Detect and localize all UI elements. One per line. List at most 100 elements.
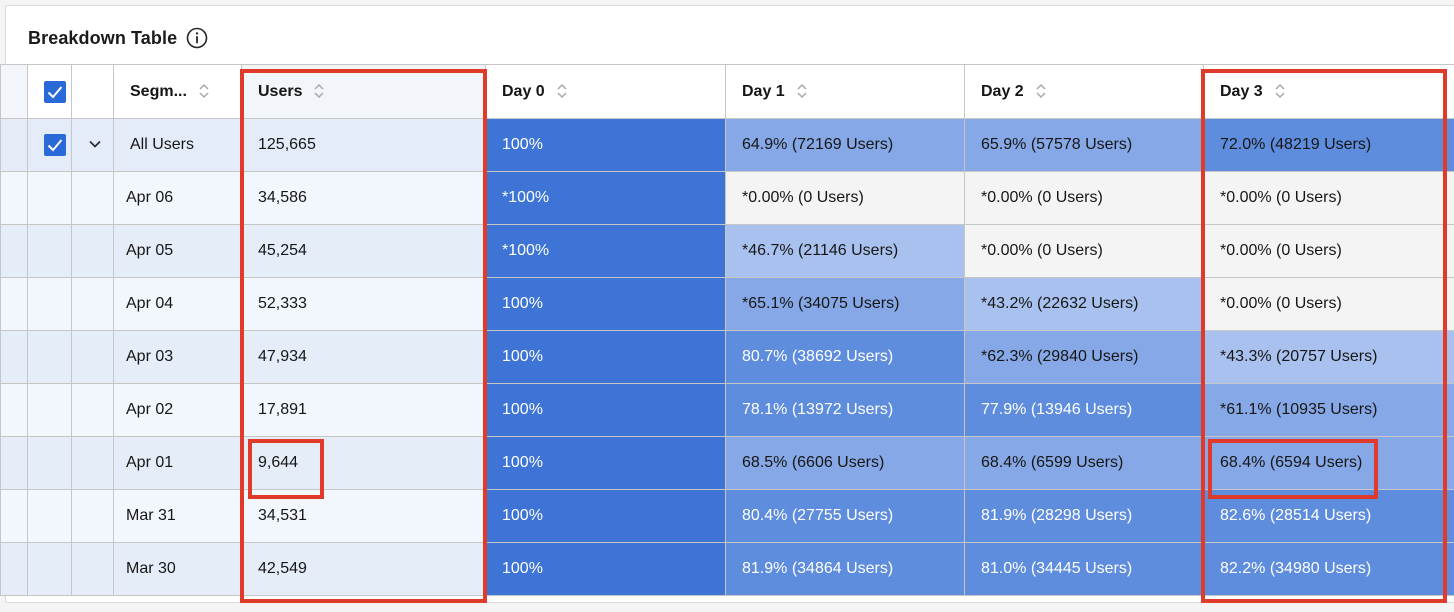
expand-cell [71,330,114,384]
sort-icon[interactable] [557,83,567,99]
cell-day3: *0.00% (0 Users) [1203,277,1454,331]
cell-day3: 72.0% (48219 Users) [1203,118,1454,172]
cell-users: 125,665 [241,118,486,172]
select-all-checkbox[interactable] [44,80,66,103]
cell-date: Apr 04 [113,277,242,331]
cell-date: Apr 06 [113,171,242,225]
cell-day2: 68.4% (6599 Users) [964,436,1204,490]
table-row[interactable]: Apr 02 17,891 100% 78.1% (13972 Users) 77.9%… [0,383,1454,437]
cell-day2: 81.0% (34445 Users) [964,542,1204,596]
expand-cell [71,277,114,331]
cell-day0: 100% [485,330,726,384]
row-select-cell [27,383,72,437]
row-gutter [0,171,28,225]
column-header-day3-label: Day 3 [1220,82,1263,100]
cell-day0: 100% [485,542,726,596]
cell-day3: *0.00% (0 Users) [1203,171,1454,225]
row-gutter [0,542,28,596]
row-gutter [0,489,28,543]
column-header-users-label: Users [258,82,303,100]
cell-day2: *0.00% (0 Users) [964,171,1204,225]
cell-day3: *0.00% (0 Users) [1203,224,1454,278]
cell-day3: 68.4% (6594 Users) [1203,436,1454,490]
breakdown-table: Segm... Users Day 0 Day 1 Day 2 Day 3 [0,64,1454,596]
table-row[interactable]: Apr 01 9,644 100% 68.5% (6606 Users) 68.4% (… [0,436,1454,490]
cell-day3: *43.3% (20757 Users) [1203,330,1454,384]
sort-icon[interactable] [1036,83,1046,99]
cell-day0: 100% [485,118,726,172]
cell-date: Apr 02 [113,383,242,437]
cell-day1: 64.9% (72169 Users) [725,118,965,172]
column-header-day3[interactable]: Day 3 [1203,64,1454,119]
cell-segment: All Users [113,118,242,172]
expand-cell [71,118,114,172]
table-row[interactable]: Apr 06 34,586 *100% *0.00% (0 Users) *0.00% … [0,171,1454,225]
cell-day2: 81.9% (28298 Users) [964,489,1204,543]
column-header-day2[interactable]: Day 2 [964,64,1204,119]
info-icon[interactable] [186,27,208,49]
panel-title: Breakdown Table [28,27,178,48]
cell-day2: 65.9% (57578 Users) [964,118,1204,172]
gutter-header [0,64,28,119]
expand-header [71,64,114,119]
row-gutter [0,118,28,172]
sort-icon[interactable] [314,83,325,99]
row-gutter [0,330,28,384]
cell-day1: 81.9% (34864 Users) [725,542,965,596]
cell-day2: *43.2% (22632 Users) [964,277,1204,331]
sort-icon[interactable] [797,83,807,99]
sort-icon[interactable] [1275,83,1285,99]
row-select-cell [27,489,72,543]
row-gutter [0,436,28,490]
row-select-cell [27,330,72,384]
row-gutter [0,277,28,331]
row-select-cell [27,436,72,490]
expand-cell [71,542,114,596]
table-row[interactable]: Mar 31 34,531 100% 80.4% (27755 Users) 81.9%… [0,489,1454,543]
column-header-segment-label: Segm... [130,82,187,100]
sort-icon[interactable] [199,83,209,99]
row-gutter [0,224,28,278]
row-select-cell [27,277,72,331]
cell-day0: 100% [485,383,726,437]
cell-users: 34,586 [241,171,486,225]
row-select-cell [27,171,72,225]
expand-cell [71,489,114,543]
column-header-day2-label: Day 2 [981,82,1024,100]
column-header-day1-label: Day 1 [742,82,785,100]
table-row-all-users[interactable]: All Users 125,665 100% 64.9% (72169 User… [0,118,1454,172]
cell-day0: *100% [485,171,726,225]
table-row[interactable]: Apr 03 47,934 100% 80.7% (38692 Users) *62.3… [0,330,1454,384]
cell-date: Mar 31 [113,489,242,543]
cell-day1: *46.7% (21146 Users) [725,224,965,278]
cell-date: Apr 01 [113,436,242,490]
column-header-day0-label: Day 0 [502,82,545,100]
cell-day2: 77.9% (13946 Users) [964,383,1204,437]
row-gutter [0,383,28,437]
cell-day3: 82.2% (34980 Users) [1203,542,1454,596]
row-select-cell [27,224,72,278]
row-select-cell [27,118,72,172]
column-header-users[interactable]: Users [241,64,486,119]
chevron-down-icon[interactable] [88,136,102,154]
cell-users: 52,333 [241,277,486,331]
cell-users: 9,644 [241,436,486,490]
row-checkbox[interactable] [44,134,66,156]
cell-users: 34,531 [241,489,486,543]
table-row[interactable]: Apr 04 52,333 100% *65.1% (34075 Users) *43.… [0,277,1454,331]
cell-day1: 80.7% (38692 Users) [725,330,965,384]
cell-date: Mar 30 [113,542,242,596]
column-header-day1[interactable]: Day 1 [725,64,965,119]
cell-users: 45,254 [241,224,486,278]
cell-day1: 68.5% (6606 Users) [725,436,965,490]
table-row[interactable]: Apr 05 45,254 *100% *46.7% (21146 Users) *0.… [0,224,1454,278]
column-header-day0[interactable]: Day 0 [485,64,726,119]
panel-header: Breakdown Table [6,6,1454,70]
cell-date: Apr 05 [113,224,242,278]
select-all-cell [27,64,72,119]
table-row[interactable]: Mar 30 42,549 100% 81.9% (34864 Users) 81.0%… [0,542,1454,596]
cell-date: Apr 03 [113,330,242,384]
column-header-segment[interactable]: Segm... [113,64,242,119]
cell-day0: *100% [485,224,726,278]
cell-day1: *65.1% (34075 Users) [725,277,965,331]
